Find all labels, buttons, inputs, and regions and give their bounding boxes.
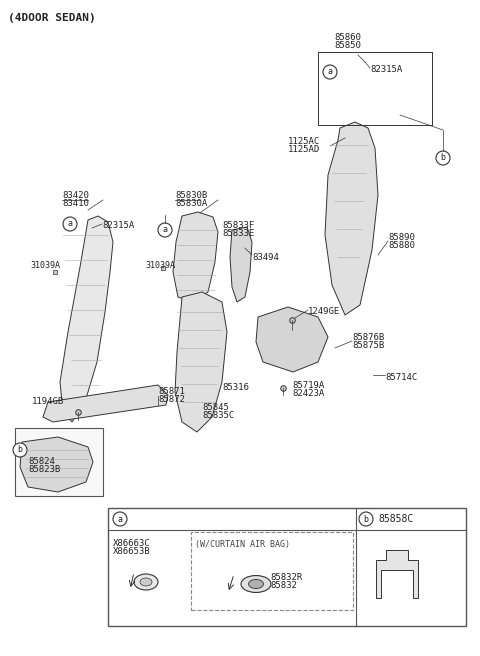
- Text: a: a: [163, 226, 168, 234]
- Polygon shape: [175, 292, 227, 432]
- Text: (4DOOR SEDAN): (4DOOR SEDAN): [8, 13, 96, 23]
- Polygon shape: [20, 437, 93, 492]
- Text: 83494: 83494: [252, 253, 279, 262]
- Circle shape: [436, 151, 450, 165]
- Text: a: a: [68, 220, 72, 228]
- Polygon shape: [60, 216, 113, 422]
- Circle shape: [158, 223, 172, 237]
- Polygon shape: [256, 307, 328, 372]
- Text: 85719A: 85719A: [292, 380, 324, 390]
- Text: 1125AD: 1125AD: [288, 146, 320, 155]
- Ellipse shape: [241, 575, 271, 592]
- Text: X86653B: X86653B: [113, 548, 151, 556]
- Text: 85833F: 85833F: [222, 222, 254, 230]
- Text: 85890: 85890: [388, 232, 415, 241]
- Text: 85860: 85860: [335, 33, 361, 43]
- Text: 85832: 85832: [270, 581, 297, 590]
- Polygon shape: [43, 385, 168, 422]
- Text: 83420: 83420: [62, 192, 89, 201]
- Circle shape: [63, 217, 77, 231]
- Text: 1194GB: 1194GB: [32, 398, 64, 407]
- Text: 85832R: 85832R: [270, 573, 302, 581]
- Text: 85830A: 85830A: [175, 199, 207, 209]
- Text: 85876B: 85876B: [352, 333, 384, 342]
- Text: 85823B: 85823B: [28, 466, 60, 474]
- Text: 85880: 85880: [388, 241, 415, 249]
- Text: 85872: 85872: [158, 396, 185, 405]
- Text: 85830B: 85830B: [175, 192, 207, 201]
- Text: 85871: 85871: [158, 388, 185, 396]
- Polygon shape: [173, 212, 218, 302]
- Text: 85850: 85850: [335, 41, 361, 51]
- Polygon shape: [325, 122, 378, 315]
- Text: 85835C: 85835C: [202, 411, 234, 419]
- Circle shape: [113, 512, 127, 526]
- Circle shape: [13, 443, 27, 457]
- Text: b: b: [17, 445, 23, 455]
- Circle shape: [359, 512, 373, 526]
- Bar: [108, 508, 466, 626]
- Text: a: a: [327, 68, 333, 77]
- Text: X86663C: X86663C: [113, 539, 151, 548]
- Text: 85833E: 85833E: [222, 230, 254, 239]
- Text: 31039A: 31039A: [145, 262, 175, 270]
- Ellipse shape: [249, 579, 264, 588]
- Text: 31039A: 31039A: [30, 262, 60, 270]
- Text: 82315A: 82315A: [370, 66, 402, 75]
- Text: 1125AC: 1125AC: [288, 138, 320, 146]
- Text: 85824: 85824: [28, 457, 55, 466]
- Text: 85875B: 85875B: [352, 340, 384, 350]
- Text: 82315A: 82315A: [102, 222, 134, 230]
- Text: 85714C: 85714C: [385, 373, 417, 382]
- Circle shape: [323, 65, 337, 79]
- Text: (W/CURTAIN AIR BAG): (W/CURTAIN AIR BAG): [195, 541, 290, 550]
- Ellipse shape: [134, 574, 158, 590]
- Text: 83410: 83410: [62, 199, 89, 209]
- Bar: [15, 428, 103, 496]
- Text: 1249GE: 1249GE: [308, 308, 340, 316]
- Text: a: a: [118, 514, 122, 523]
- Text: 85316: 85316: [222, 382, 249, 392]
- Text: 85858C: 85858C: [378, 514, 413, 524]
- Text: 85845: 85845: [202, 403, 229, 411]
- Bar: [191, 532, 353, 610]
- Text: b: b: [441, 154, 445, 163]
- Text: b: b: [363, 514, 369, 523]
- Ellipse shape: [140, 578, 152, 586]
- Text: 82423A: 82423A: [292, 388, 324, 398]
- Polygon shape: [376, 550, 418, 598]
- Polygon shape: [230, 227, 252, 302]
